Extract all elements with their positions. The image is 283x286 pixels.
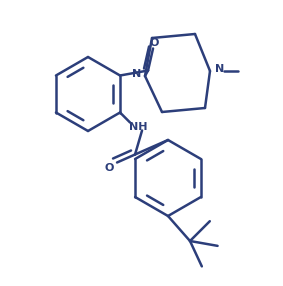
Text: N: N [132, 69, 142, 79]
Text: NH: NH [129, 122, 147, 132]
Text: O: O [104, 162, 114, 172]
Text: O: O [149, 37, 159, 47]
Text: N: N [215, 64, 225, 74]
